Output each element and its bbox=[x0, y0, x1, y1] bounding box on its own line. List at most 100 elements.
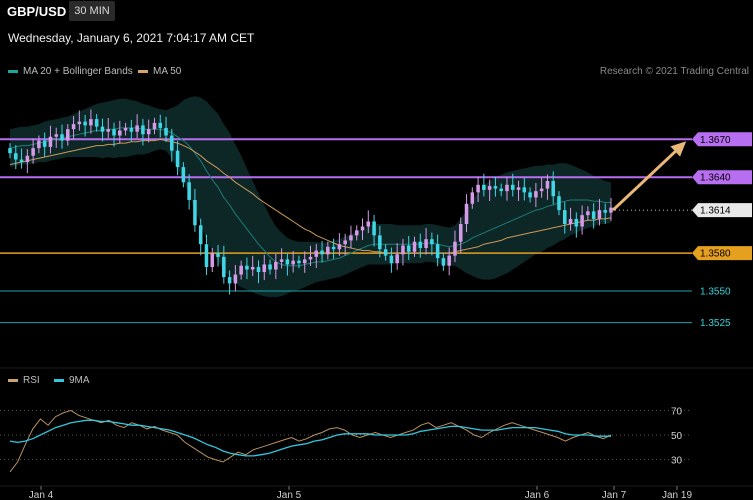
level-label-0: 1.3670 bbox=[700, 135, 731, 146]
datetime-label: Wednesday, January 6, 2021 7:04:17 AM CE… bbox=[8, 31, 255, 45]
ma50-line bbox=[9, 138, 612, 254]
candle-body bbox=[42, 140, 47, 147]
legend-label-ma20: MA 20 + Bollinger Bands bbox=[23, 66, 133, 77]
candle-body bbox=[372, 221, 376, 236]
candle-body bbox=[378, 235, 382, 250]
candle-body bbox=[562, 210, 567, 224]
candle-body bbox=[505, 184, 509, 192]
level-label-2: 1.3614 bbox=[700, 206, 731, 217]
level-tag-0 bbox=[692, 132, 752, 147]
candle-body bbox=[528, 192, 532, 198]
legend-label-rsi: RSI bbox=[23, 375, 40, 386]
candle-body bbox=[383, 249, 388, 256]
candle-body bbox=[170, 135, 174, 151]
candle-body bbox=[14, 153, 18, 160]
candle-body bbox=[66, 129, 70, 141]
candle-body bbox=[349, 235, 353, 241]
level-label-3: 1.3580 bbox=[700, 249, 731, 260]
candle-body bbox=[302, 259, 307, 264]
candle-body bbox=[193, 199, 197, 226]
candle-body bbox=[71, 124, 76, 130]
candle-body bbox=[464, 203, 469, 224]
candle-body bbox=[545, 181, 550, 189]
candle-body bbox=[89, 119, 93, 126]
candle-body bbox=[568, 218, 573, 224]
candle-body bbox=[77, 121, 82, 125]
candle-body bbox=[239, 265, 243, 275]
candle-body bbox=[389, 255, 394, 264]
candle-body bbox=[297, 260, 301, 264]
candle-body bbox=[274, 261, 278, 270]
candle-body bbox=[539, 188, 544, 192]
copyright-label: Research © 2021 Trading Central bbox=[599, 66, 749, 77]
price-labels: 1.3670 1.3640 1.3614 1.3580 1.3550 1.3525 bbox=[692, 132, 752, 329]
candle-body bbox=[141, 125, 145, 135]
candle-body bbox=[256, 266, 261, 273]
candle-body bbox=[574, 218, 579, 227]
candle-body bbox=[118, 130, 122, 136]
candle-body bbox=[129, 127, 134, 132]
legend-rsi-ma: 9MA bbox=[54, 375, 90, 386]
projection-arrow bbox=[611, 141, 687, 212]
candle-body bbox=[216, 253, 220, 257]
candle-body bbox=[48, 136, 53, 147]
rsi-panel: 70 50 30 bbox=[0, 367, 753, 473]
candle-body bbox=[482, 184, 486, 190]
level-label-4: 1.3550 bbox=[700, 287, 731, 298]
x-tick-label: Jan 6 bbox=[525, 490, 550, 500]
candle-body bbox=[470, 192, 475, 204]
candle-body bbox=[291, 260, 295, 265]
candle-body bbox=[458, 224, 463, 242]
candle-body bbox=[412, 241, 417, 252]
candle-body bbox=[418, 241, 423, 249]
candle-body bbox=[447, 255, 451, 266]
candle-body bbox=[476, 184, 480, 193]
price-levels bbox=[0, 138, 692, 324]
candle-body bbox=[54, 134, 59, 137]
candle-body bbox=[597, 210, 602, 219]
candle-body bbox=[268, 264, 272, 270]
candle-body bbox=[106, 129, 111, 132]
candle-body bbox=[487, 186, 492, 190]
candle-body bbox=[591, 211, 596, 219]
legend-swatch bbox=[8, 70, 18, 73]
candle-body bbox=[175, 150, 180, 168]
candle-body bbox=[522, 187, 527, 193]
candle-body bbox=[360, 226, 365, 231]
rsi-line bbox=[9, 409, 612, 473]
candle-body bbox=[326, 246, 330, 255]
candle-body bbox=[406, 245, 411, 252]
candle-body bbox=[158, 122, 163, 128]
candle-body bbox=[100, 126, 105, 132]
candle-body bbox=[354, 230, 359, 236]
candle-body bbox=[198, 225, 203, 245]
candle-body bbox=[152, 122, 157, 130]
projection-arrow-head bbox=[670, 141, 687, 157]
legend-ma20: MA 20 + Bollinger Bands bbox=[8, 66, 133, 77]
symbol-title: GBP/USD bbox=[7, 4, 67, 19]
candle-body bbox=[25, 155, 30, 163]
interval-button[interactable]: 30 MIN bbox=[69, 1, 115, 21]
rsi-level-label: 70 bbox=[671, 406, 683, 417]
candle-body bbox=[424, 239, 428, 249]
candle-body bbox=[204, 244, 209, 267]
candle-body bbox=[534, 191, 538, 198]
candle-body bbox=[331, 246, 336, 250]
legend-swatch bbox=[8, 379, 18, 382]
candle-body bbox=[222, 256, 226, 278]
candle-body bbox=[401, 245, 405, 255]
legend-swatch bbox=[54, 379, 64, 382]
candle-body bbox=[314, 250, 319, 257]
candle-body bbox=[430, 239, 434, 245]
level-tag-2 bbox=[692, 203, 752, 218]
candle-body bbox=[453, 241, 457, 256]
candle-body bbox=[510, 184, 515, 190]
legend-ma50: MA 50 bbox=[138, 66, 181, 77]
candle-body bbox=[8, 148, 12, 154]
candle-body bbox=[580, 215, 584, 227]
x-tick-label: Jan 7 bbox=[602, 490, 627, 500]
bollinger-bands bbox=[10, 96, 611, 298]
candle-body bbox=[60, 134, 64, 141]
candle-body bbox=[19, 159, 24, 163]
